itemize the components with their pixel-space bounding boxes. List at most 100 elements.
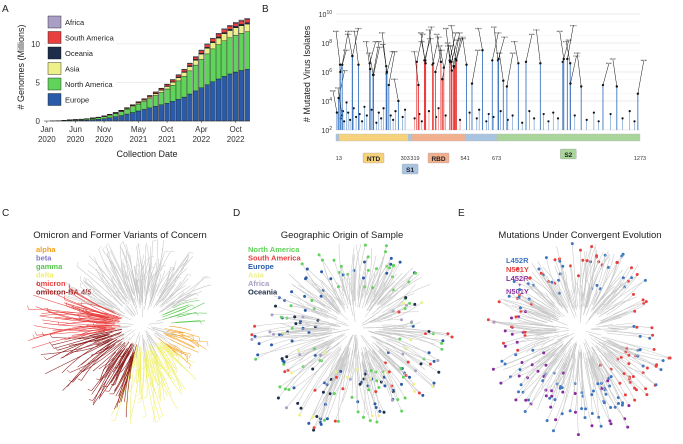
tree-tip-marker — [596, 382, 600, 386]
mutation-leader-line — [382, 44, 388, 73]
tree-tip-marker — [531, 348, 535, 352]
tree-inner-branch — [142, 334, 144, 352]
tree-branch — [588, 243, 596, 296]
tree-branch — [390, 337, 407, 349]
tree-branch — [387, 332, 434, 336]
tree-tip-marker — [282, 362, 286, 366]
bar-north-america — [90, 118, 96, 120]
tree-branch — [526, 340, 546, 353]
tree-tip-marker — [377, 386, 381, 389]
bar-north-america — [135, 103, 142, 112]
tree-branch — [606, 350, 634, 377]
tree-branch — [369, 265, 397, 307]
tree-tip-marker — [507, 294, 511, 298]
tree-branch — [95, 303, 113, 308]
tree-branch — [173, 344, 189, 359]
tree-twig — [79, 275, 82, 280]
tree-branch — [586, 358, 612, 424]
tree-tip-marker — [278, 385, 282, 389]
tree-branch — [382, 353, 402, 369]
tree-tip-marker — [486, 318, 490, 322]
tree-branch — [516, 309, 559, 322]
tree-branch — [164, 348, 178, 371]
mutation-point — [556, 117, 560, 120]
tree-branch — [510, 346, 550, 378]
tree-branch — [527, 298, 556, 314]
tree-tip-marker — [369, 369, 373, 373]
tree-inner-branch — [335, 296, 346, 313]
tree-tip-marker — [432, 381, 436, 385]
tree-branch — [135, 356, 138, 385]
tree-inner-branch — [153, 332, 177, 348]
mutation-point — [372, 73, 375, 77]
tree-branch — [160, 341, 196, 364]
tree-branch — [41, 312, 110, 318]
tree-branch — [299, 340, 336, 355]
tree-tip-marker — [417, 391, 421, 395]
tree-branch — [598, 307, 615, 318]
tree-branch — [137, 242, 143, 293]
tree-tip-marker — [643, 278, 647, 282]
tree-tip-marker — [635, 325, 639, 329]
tree-branch — [357, 256, 369, 308]
tree-inner-branch — [370, 336, 384, 344]
tree-branch — [379, 293, 415, 311]
tree-branch — [611, 328, 627, 331]
tree-inner-branch — [360, 335, 371, 351]
tree-tip-marker — [280, 357, 284, 361]
tree-branch — [289, 294, 330, 314]
tree-branch — [122, 268, 135, 303]
mutation-point — [413, 117, 416, 120]
bar-europe — [244, 69, 250, 122]
tree-branch — [94, 326, 113, 330]
panel-b-y-tick-label: 1010 — [319, 10, 333, 19]
tree-branch — [320, 279, 346, 309]
tree-branch — [525, 346, 567, 401]
tree-branch — [152, 352, 161, 402]
tree-branch — [374, 343, 407, 376]
tree-branch — [114, 359, 133, 410]
mutation-leader-line — [335, 31, 341, 65]
tree-inner-branch — [553, 337, 573, 357]
mutation-leader-line — [612, 58, 618, 87]
tree-branch — [85, 281, 113, 303]
tree-tip-marker — [399, 366, 403, 370]
mutation-leader-line — [602, 63, 610, 86]
legend-item: beta — [36, 254, 52, 263]
legend-item: Africa — [248, 279, 270, 288]
tree-tip-marker — [518, 368, 522, 372]
tree-twig — [117, 287, 120, 292]
tree-branch — [518, 353, 556, 393]
tree-tip-marker — [514, 315, 518, 319]
tree-inner-branch — [586, 331, 602, 336]
tree-branch — [377, 319, 402, 323]
tree-branch — [597, 262, 618, 305]
tree-branch — [546, 356, 568, 397]
tree-branch — [537, 353, 566, 410]
tree-tip-marker — [541, 379, 545, 383]
tree-branch — [40, 337, 113, 355]
tree-inner-branch — [557, 334, 569, 341]
tree-branch — [377, 290, 398, 306]
tree-twig — [156, 395, 161, 399]
tree-tip-marker — [274, 304, 277, 308]
mutation-leader-line — [525, 34, 533, 62]
tree-tip-marker — [627, 362, 631, 366]
tree-tip-marker — [515, 267, 519, 271]
bar-europe — [130, 112, 136, 122]
tree-tip-marker — [253, 324, 257, 328]
tree-tip-marker — [524, 398, 528, 402]
mutation-point — [573, 114, 576, 117]
tree-tip-marker — [437, 370, 441, 374]
domain-ntd-label-box — [362, 152, 385, 164]
tree-tip-marker — [641, 371, 645, 375]
tree-inner-branch — [573, 305, 577, 317]
mutation-leader-line — [386, 51, 393, 74]
bar-asia — [204, 48, 210, 55]
legend-item: alpha — [36, 245, 56, 254]
tree-branch — [542, 267, 570, 307]
tree-tip-marker — [514, 353, 518, 357]
tree-branch — [118, 344, 135, 369]
mutation-point — [441, 78, 444, 81]
tree-tip-marker — [400, 409, 404, 413]
